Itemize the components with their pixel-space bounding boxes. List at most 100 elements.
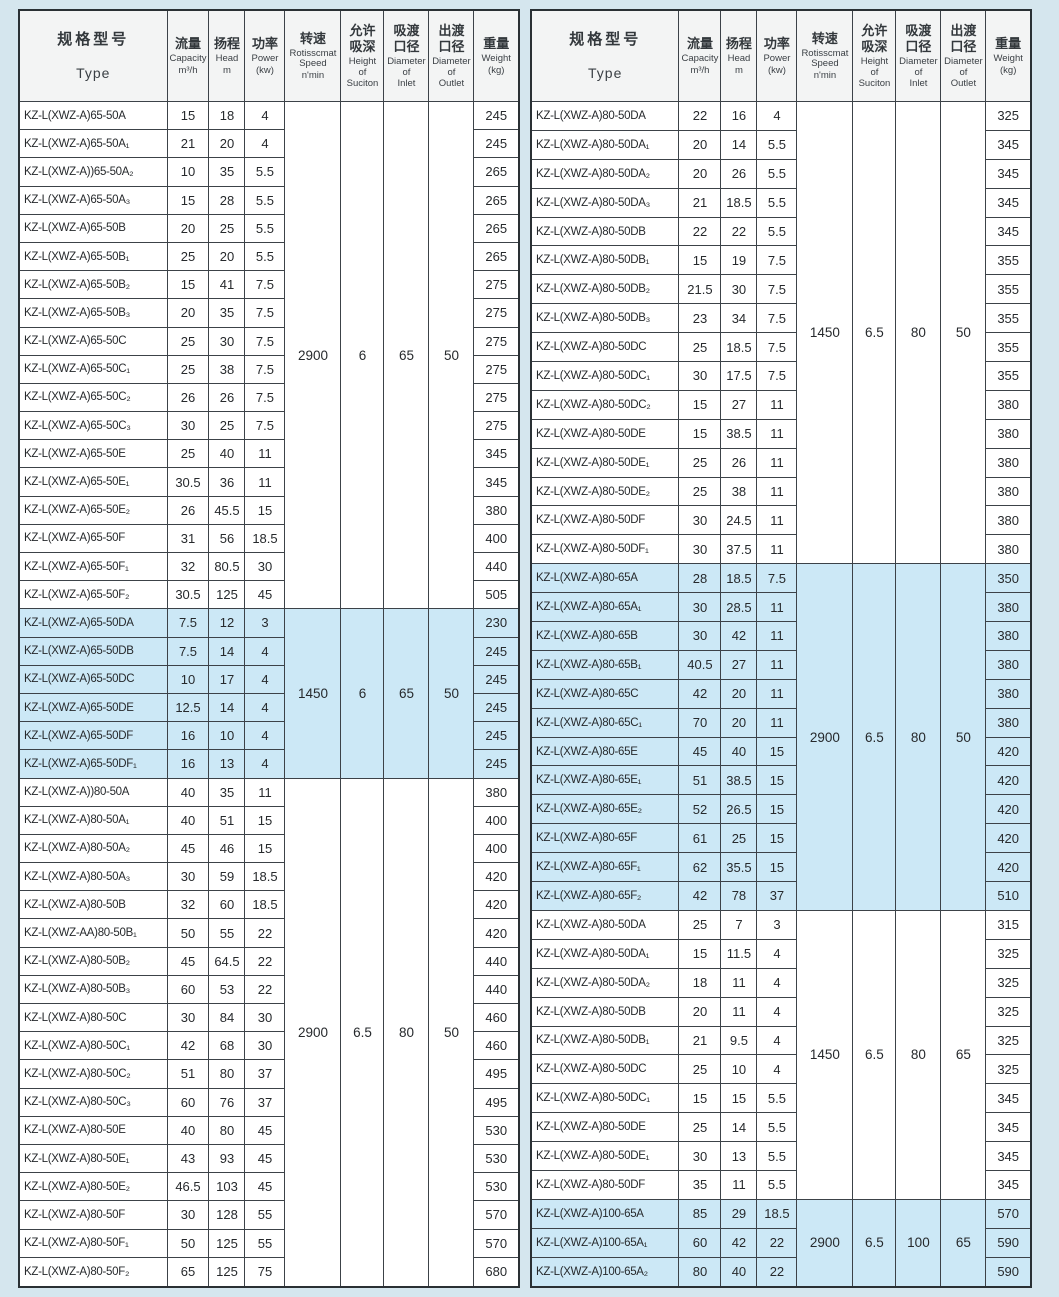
weight-cell: 245 <box>473 721 520 751</box>
power-cell: 5.5 <box>244 157 286 187</box>
capacity-cell: 61 <box>678 823 722 854</box>
head-cell: 80 <box>208 1059 246 1089</box>
head-cell: 20 <box>208 129 246 159</box>
table-row: KZ-L(XWZ-A)65-50DF 16 10 4 245 <box>18 721 520 751</box>
weight-cell: 460 <box>473 1031 520 1061</box>
table-row: KZ-L(XWZ-A)80-50DB₂ 21.5 30 7.5 355 <box>530 274 1032 305</box>
model-cell: KZ-L(XWZ-A)65-50C₁ <box>18 354 168 384</box>
power-cell: 7.5 <box>756 332 798 363</box>
power-cell: 5.5 <box>756 1112 798 1143</box>
capacity-cell: 25 <box>166 354 210 384</box>
table-row: KZ-L(XWZ-A)80-65F₂ 42 78 37 510 <box>530 881 1032 911</box>
weight-cell: 530 <box>473 1115 520 1145</box>
model-cell: KZ-L(XWZ-A)80-50A₁ <box>18 805 168 835</box>
weight-cell: 325 <box>985 996 1032 1027</box>
capacity-cell: 70 <box>678 707 722 738</box>
col-header-suction-zh: 允许 吸深 <box>861 22 888 55</box>
col-header-type-en: Type <box>76 64 111 81</box>
head-cell: 20 <box>720 707 758 738</box>
model-cell: KZ-L(XWZ-A)80-50DC₂ <box>530 389 680 420</box>
capacity-cell: 35 <box>678 1169 722 1200</box>
table-row: KZ-L(XWZ-A)80-65A 28 18.5 7.5 2900 6.5 80 50 350 <box>530 563 1032 911</box>
weight-cell: 345 <box>473 467 520 497</box>
col-header-suction-en: Height of Suciton <box>346 56 379 89</box>
col-header-inlet-en: Diameter of Inlet <box>899 56 938 89</box>
weight-cell: 570 <box>473 1200 520 1230</box>
capacity-cell: 15 <box>678 938 722 969</box>
head-cell: 38 <box>208 354 246 384</box>
col-header-power: 功率 Power (kw) <box>244 9 286 102</box>
table-row: KZ-L(XWZ-A)80-50DE₂ 25 38 11 380 <box>530 476 1032 507</box>
weight-cell: 380 <box>985 418 1032 449</box>
weight-cell: 345 <box>985 158 1032 189</box>
capacity-cell: 60 <box>166 1087 210 1117</box>
power-cell: 22 <box>244 918 286 948</box>
head-cell: 14 <box>208 636 246 666</box>
power-cell: 5.5 <box>756 158 798 189</box>
inlet-diameter-cell: 65 <box>383 608 430 779</box>
weight-cell: 275 <box>473 411 520 441</box>
table-row: KZ-L(XWZ-A)65-50A 15 18 4 2900 6 65 50 245 <box>18 100 520 610</box>
table-row: KZ-L(XWZ-A))80-50A 40 35 11 2900 6.5 80 50 380 <box>18 777 520 1288</box>
model-cell: KZ-L(XWZ-A)65-50E₁ <box>18 467 168 497</box>
table-row: KZ-L(XWZ-A)65-50B 20 25 5.5 265 <box>18 213 520 243</box>
power-cell: 5.5 <box>756 1083 798 1114</box>
model-cell: KZ-L(XWZ-A)80-50C₁ <box>18 1031 168 1061</box>
weight-cell: 345 <box>985 187 1032 218</box>
model-cell: KZ-L(XWZ-A)80-65F₁ <box>530 852 680 883</box>
power-cell: 30 <box>244 1031 286 1061</box>
model-cell: KZ-L(XWZ-A)80-50DF <box>530 505 680 536</box>
head-cell: 18.5 <box>720 563 758 594</box>
head-cell: 24.5 <box>720 505 758 536</box>
speed-cell: 2900 <box>284 100 342 610</box>
weight-cell: 420 <box>473 862 520 892</box>
table-row: KZ-L(XWZ-A)100-65A₂ 80 40 22 590 <box>530 1256 1032 1288</box>
weight-cell: 380 <box>985 534 1032 565</box>
model-cell: KZ-L(XWZ-A)80-50B₃ <box>18 974 168 1005</box>
col-header-speed-unit: n'min <box>301 70 325 82</box>
model-cell: KZ-L(XWZ-A)80-50DA <box>530 909 680 940</box>
col-header-weight-unit: (kg) <box>1000 64 1017 76</box>
weight-cell: 230 <box>473 608 520 638</box>
capacity-cell: 16 <box>166 749 210 779</box>
capacity-cell: 22 <box>678 216 722 247</box>
model-cell: KZ-L(XWZ-A)65-50F₁ <box>18 551 168 582</box>
weight-cell: 265 <box>473 185 520 215</box>
model-cell: KZ-L(XWZ-A)100-65A₂ <box>530 1256 680 1288</box>
power-cell: 3 <box>756 909 798 940</box>
power-cell: 4 <box>756 938 798 969</box>
capacity-cell: 7.5 <box>166 608 210 638</box>
model-cell: KZ-L(XWZ-A)80-50B₂ <box>18 946 168 976</box>
head-cell: 80.5 <box>208 551 246 582</box>
weight-cell: 440 <box>473 946 520 976</box>
head-cell: 40 <box>720 736 758 767</box>
head-cell: 35 <box>208 157 246 187</box>
col-header-speed: 转速 Rotisscmat Speed n'min <box>284 9 342 102</box>
weight-cell: 440 <box>473 551 520 582</box>
model-cell: KZ-L(XWZ-A)65-50B₁ <box>18 241 168 272</box>
weight-cell: 420 <box>473 890 520 920</box>
col-header-type: 规格型号 Type <box>530 9 680 102</box>
capacity-cell: 32 <box>166 551 210 582</box>
col-header-head: 扬程 Head m <box>208 9 246 102</box>
head-cell: 7 <box>720 909 758 940</box>
head-cell: 45.5 <box>208 495 246 525</box>
head-cell: 17 <box>208 664 246 694</box>
col-header-speed-unit: n'min <box>813 70 837 82</box>
capacity-cell: 25 <box>166 241 210 272</box>
head-cell: 40 <box>720 1256 758 1288</box>
capacity-cell: 22 <box>678 101 722 131</box>
table-row: KZ-L(XWZ-AA)80-50B₁ 50 55 22 420 <box>18 918 520 948</box>
power-cell: 11 <box>244 777 286 807</box>
col-header-head-en: Head <box>727 53 751 65</box>
capacity-cell: 50 <box>166 1228 210 1258</box>
model-cell: KZ-L(XWZ-A)100-65A <box>530 1198 680 1229</box>
power-cell: 22 <box>244 946 286 976</box>
table-row: KZ-L(XWZ-A)80-50C₃ 60 76 37 495 <box>18 1087 520 1117</box>
table-row: KZ-L(XWZ-A)80-50A₁ 40 51 15 400 <box>18 805 520 835</box>
weight-cell: 380 <box>985 707 1032 738</box>
weight-cell: 420 <box>985 736 1032 767</box>
table-row: KZ-L(XWZ-A)80-50DA₂ 20 26 5.5 345 <box>530 158 1032 189</box>
weight-cell: 245 <box>473 692 520 723</box>
